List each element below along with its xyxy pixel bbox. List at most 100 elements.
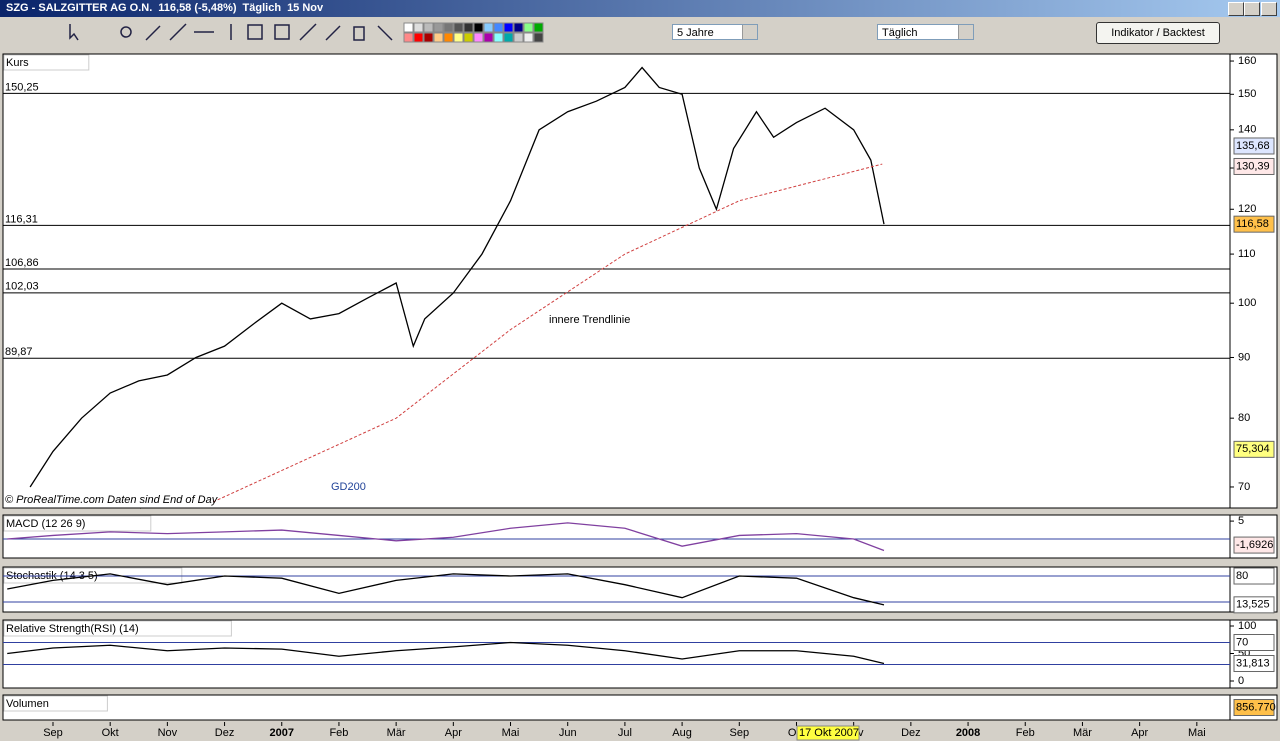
color-swatch[interactable] <box>473 22 484 33</box>
chart: Kurs708090100110120130140150160150,25116… <box>2 53 1278 741</box>
price-badge <box>1233 634 1275 652</box>
color-swatch[interactable] <box>493 22 504 33</box>
color-swatch[interactable] <box>533 22 544 33</box>
minimize[interactable] <box>1228 2 1244 16</box>
toolbar: 5 Jahre Täglich Indikator / Backtest <box>0 18 1280 48</box>
price-badge <box>1233 596 1275 614</box>
x-tick-label: Feb <box>1016 727 1035 739</box>
x-tick-label: 2007 <box>270 727 294 739</box>
x-tick-label: Jul <box>618 727 632 739</box>
color-swatch[interactable] <box>523 32 534 43</box>
color-swatch[interactable] <box>533 32 544 43</box>
x-tick-label: Dez <box>215 727 235 739</box>
y-tick-label: 120 <box>1238 203 1256 215</box>
color-swatch[interactable] <box>423 22 434 33</box>
color-swatch[interactable] <box>483 22 494 33</box>
y-tick-label: 140 <box>1238 124 1256 136</box>
panel-header <box>3 54 90 71</box>
panel-title: MACD (12 26 9) <box>6 518 85 530</box>
price-badge-label: 80 <box>1236 570 1248 582</box>
color-swatch[interactable] <box>443 22 454 33</box>
panel <box>2 53 1231 509</box>
price-badge <box>1233 215 1275 233</box>
close[interactable] <box>1261 2 1277 16</box>
x-tick-label: Okt <box>102 727 119 739</box>
panel-header <box>3 515 152 532</box>
price-badge <box>1233 157 1275 175</box>
y-tick-label: 100 <box>1238 620 1256 632</box>
color-swatch[interactable] <box>413 32 424 43</box>
interval-select[interactable]: Täglich <box>877 24 974 40</box>
tool-icons <box>69 22 544 43</box>
series-line <box>7 641 885 665</box>
color-swatch[interactable] <box>513 22 524 33</box>
color-swatch[interactable] <box>473 32 484 43</box>
axis-area <box>1229 619 1278 689</box>
x-tick-label: 2008 <box>956 727 980 739</box>
annotation: innere Trendlinie <box>549 314 630 326</box>
price-badge <box>1233 699 1275 716</box>
color-swatch[interactable] <box>443 32 454 43</box>
price-badge <box>1233 137 1275 155</box>
panel-header <box>3 620 232 637</box>
color-swatch[interactable] <box>513 32 524 43</box>
series-line <box>212 163 883 503</box>
window-title: SZG - SALZGITTER AG O.N. <box>6 2 153 14</box>
price-badge-label: 130,39 <box>1236 160 1270 172</box>
color-swatch[interactable] <box>433 32 444 43</box>
color-swatch[interactable] <box>523 22 534 33</box>
x-tick-label: Jun <box>559 727 577 739</box>
x-tick-label: Aug <box>672 727 692 739</box>
price-badge-label: 75,304 <box>1236 443 1270 455</box>
price-badge <box>1233 655 1275 673</box>
annotation: GD200 <box>331 481 366 493</box>
color-swatch[interactable] <box>503 22 514 33</box>
x-tick-label: Mär <box>1073 727 1092 739</box>
color-swatch[interactable] <box>463 32 474 43</box>
x-tick-label: Mai <box>1188 727 1206 739</box>
x-tick-label: Dez <box>901 727 921 739</box>
title-bar: SZG - SALZGITTER AG O.N. 116,58 (-5,48%) T… <box>0 0 1280 17</box>
price-badge <box>1233 440 1275 458</box>
maximize[interactable] <box>1244 2 1260 16</box>
date-marker-bg <box>796 725 860 741</box>
date-marker: 17 Okt 2007 <box>799 727 859 739</box>
indicator-button[interactable]: Indikator / Backtest <box>1096 22 1220 44</box>
series-line <box>7 522 885 552</box>
price-badge-label: 856.770 <box>1236 701 1276 713</box>
x-tick-label: Apr <box>445 727 462 739</box>
x-tick-label: Sep <box>43 727 63 739</box>
level-label: 89,87 <box>5 346 33 358</box>
panel <box>2 514 1231 559</box>
color-swatch[interactable] <box>453 22 464 33</box>
price-badge <box>1233 536 1275 554</box>
y-tick-label: 110 <box>1238 248 1256 260</box>
x-tick-label: Apr <box>1131 727 1148 739</box>
quote: 116,58 (-5,48%) <box>158 2 237 14</box>
color-swatch[interactable] <box>423 32 434 43</box>
y-tick-label: 5 <box>1238 515 1244 527</box>
panel-title: Relative Strength(RSI) (14) <box>6 623 139 635</box>
color-swatch[interactable] <box>403 22 414 33</box>
color-swatch[interactable] <box>463 22 474 33</box>
period-select[interactable]: 5 Jahre <box>672 24 758 40</box>
level-label: 116,31 <box>5 213 38 225</box>
interval: Täglich <box>242 2 282 14</box>
x-tick-label: Nov <box>158 727 178 739</box>
x-tick-label: Sep <box>730 727 750 739</box>
color-swatch[interactable] <box>403 32 414 43</box>
y-tick-label: 100 <box>1238 297 1256 309</box>
y-tick-label: 70 <box>1238 481 1250 493</box>
color-swatch[interactable] <box>503 32 514 43</box>
color-swatch[interactable] <box>493 32 504 43</box>
color-swatch[interactable] <box>433 22 444 33</box>
date: 15 Nov <box>287 2 324 14</box>
price-badge-label: 31,813 <box>1236 657 1270 669</box>
y-tick-label: 150 <box>1238 88 1256 100</box>
color-swatch[interactable] <box>453 32 464 43</box>
color-swatch[interactable] <box>413 22 424 33</box>
panel-title: Kurs <box>6 57 29 69</box>
color-swatch[interactable] <box>483 32 494 43</box>
x-tick-label: Mai <box>502 727 520 739</box>
